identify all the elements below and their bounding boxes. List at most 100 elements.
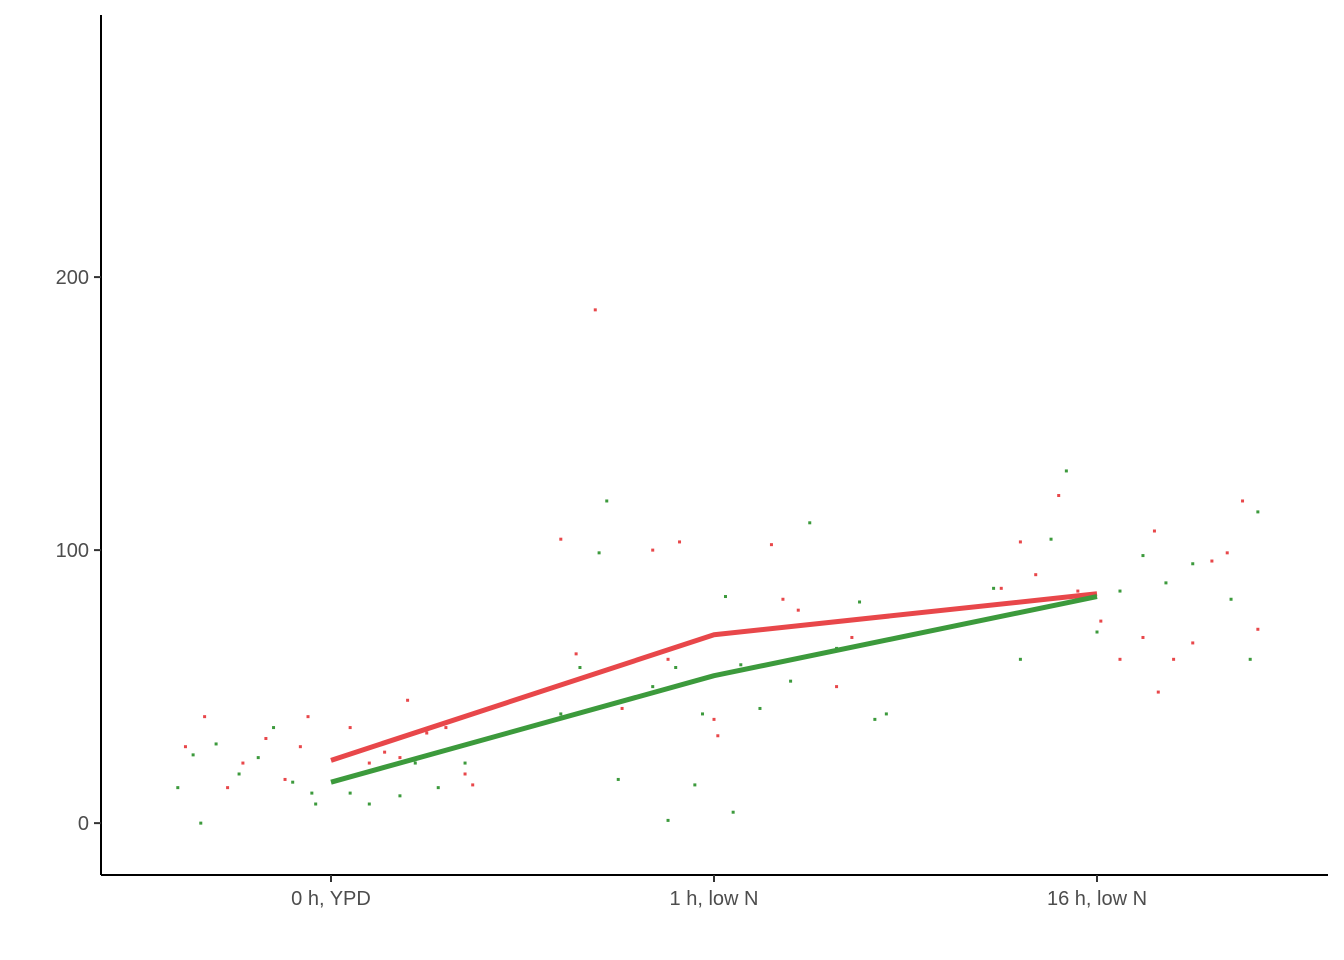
data-point	[693, 783, 697, 787]
data-point	[651, 685, 655, 689]
series-line-1	[330, 591, 1098, 763]
data-point	[578, 666, 582, 670]
data-point	[199, 821, 203, 825]
series-lines-layer	[330, 591, 1098, 785]
data-point	[781, 597, 785, 601]
data-point	[808, 521, 812, 525]
data-point	[367, 802, 371, 806]
data-point	[1057, 494, 1061, 498]
data-point	[858, 600, 862, 604]
y-tick-label: 200	[56, 267, 89, 289]
data-point	[256, 756, 260, 760]
data-point	[413, 761, 417, 765]
data-point	[1076, 589, 1080, 593]
y-ticks: 0 100 200	[56, 267, 101, 835]
data-point	[183, 745, 187, 749]
axes-layer	[100, 15, 1328, 876]
data-point	[574, 652, 578, 656]
data-point	[291, 780, 295, 784]
x-tick-label: 16 h, low N	[1047, 888, 1147, 910]
x-tick-label: 0 h, YPD	[291, 888, 371, 910]
data-point	[1164, 581, 1168, 585]
x-ticks: 0 h, YPD 1 h, low N 16 h, low N	[291, 875, 1147, 910]
data-point	[1118, 589, 1122, 593]
data-point	[769, 543, 773, 547]
data-point	[1241, 499, 1245, 503]
data-point	[597, 551, 601, 555]
y-tick-label: 100	[56, 540, 89, 562]
data-point	[701, 712, 705, 716]
data-point	[1034, 573, 1038, 577]
jitter-points-layer	[176, 308, 1260, 825]
data-point	[723, 595, 727, 599]
data-point	[1191, 562, 1195, 566]
data-point	[620, 706, 624, 710]
data-point	[463, 761, 467, 765]
data-point	[789, 679, 793, 683]
data-point	[758, 706, 762, 710]
data-point	[298, 745, 302, 749]
data-point	[739, 663, 743, 667]
data-point	[1229, 597, 1233, 601]
data-point	[1256, 627, 1260, 631]
data-point	[348, 791, 352, 795]
data-point	[1099, 619, 1103, 623]
data-point	[203, 715, 207, 719]
data-point	[226, 786, 230, 790]
data-point	[264, 736, 268, 740]
data-point	[214, 742, 218, 746]
data-point	[712, 717, 716, 721]
data-point	[1141, 635, 1145, 639]
data-point	[1191, 641, 1195, 645]
data-point	[283, 777, 287, 781]
data-point	[1152, 529, 1156, 533]
data-point	[559, 537, 563, 541]
data-point	[406, 698, 410, 702]
x-tick-label: 1 h, low N	[670, 888, 759, 910]
data-point	[1172, 657, 1176, 661]
data-point	[999, 586, 1003, 590]
data-point	[398, 756, 402, 760]
data-point	[1141, 554, 1145, 558]
data-point	[425, 731, 429, 735]
data-point	[796, 608, 800, 612]
data-point	[731, 810, 735, 814]
data-point	[436, 786, 440, 790]
data-point	[306, 715, 310, 719]
data-point	[992, 586, 996, 590]
data-point	[1225, 551, 1229, 555]
data-point	[1018, 540, 1022, 544]
y-tick-label: 0	[78, 813, 89, 835]
data-point	[444, 726, 448, 730]
data-point	[471, 783, 475, 787]
data-point	[310, 791, 314, 795]
data-point	[1118, 657, 1122, 661]
data-point	[241, 761, 245, 765]
data-point	[1256, 510, 1260, 514]
data-point	[176, 786, 180, 790]
data-point	[616, 777, 620, 781]
data-point	[1018, 657, 1022, 661]
data-point	[398, 794, 402, 798]
data-point	[593, 308, 597, 312]
data-point	[559, 712, 563, 716]
data-point	[272, 726, 276, 730]
data-point	[237, 772, 241, 776]
data-point	[1095, 630, 1099, 634]
data-point	[1049, 537, 1053, 541]
data-point	[873, 717, 877, 721]
data-point	[463, 772, 467, 776]
data-point	[605, 499, 609, 503]
data-point	[666, 657, 670, 661]
data-point	[191, 753, 195, 757]
data-point	[1064, 469, 1068, 473]
series-line-2	[330, 594, 1098, 785]
data-point	[666, 818, 670, 822]
data-point	[348, 726, 352, 730]
data-point	[314, 802, 318, 806]
data-point	[716, 734, 720, 738]
data-point	[1156, 690, 1160, 694]
data-point	[1248, 657, 1252, 661]
data-point	[1210, 559, 1214, 563]
